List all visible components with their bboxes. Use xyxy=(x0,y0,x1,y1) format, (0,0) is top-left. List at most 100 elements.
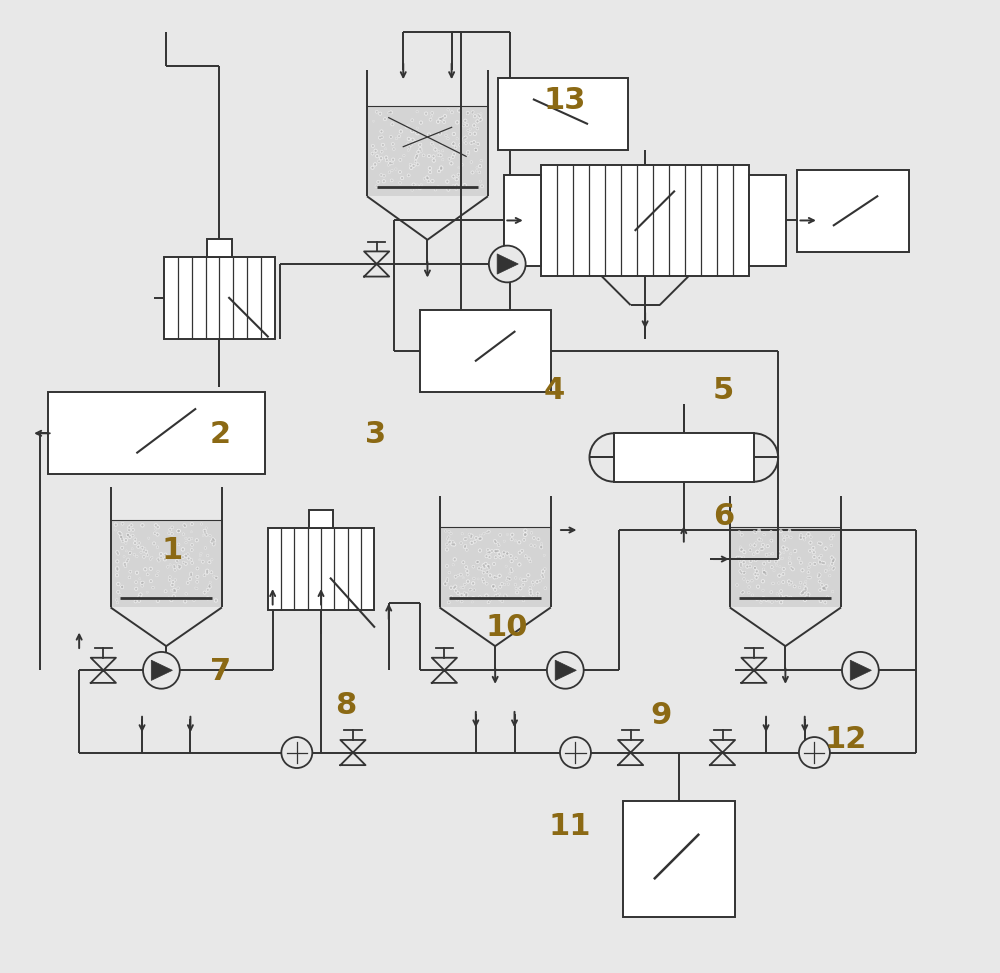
Point xyxy=(468,530,484,546)
Point xyxy=(774,551,790,566)
Point xyxy=(206,535,222,551)
Point xyxy=(469,114,485,129)
Point xyxy=(206,535,222,551)
Point xyxy=(755,573,771,589)
Point xyxy=(434,113,450,128)
Point xyxy=(512,581,528,596)
Point xyxy=(116,549,132,564)
Point xyxy=(132,587,148,602)
Point xyxy=(440,102,456,118)
Point xyxy=(392,175,408,191)
Point xyxy=(474,561,490,577)
Point xyxy=(449,115,465,130)
Point xyxy=(495,549,511,564)
Point xyxy=(376,168,392,184)
Point xyxy=(504,563,520,579)
Point xyxy=(114,540,130,556)
Point xyxy=(515,591,531,606)
Point xyxy=(797,577,813,593)
Point xyxy=(439,174,455,190)
Point xyxy=(811,535,827,551)
Point xyxy=(385,152,401,167)
Point xyxy=(781,574,797,590)
Point xyxy=(178,535,194,551)
Point xyxy=(122,546,138,561)
Point xyxy=(197,540,213,556)
Point xyxy=(763,523,779,539)
Point xyxy=(801,559,817,575)
Point xyxy=(482,550,498,565)
Point xyxy=(382,105,398,121)
Point xyxy=(153,550,169,565)
Point xyxy=(138,544,154,559)
Point xyxy=(408,180,424,196)
Point xyxy=(421,126,437,142)
Point xyxy=(729,577,745,593)
Point xyxy=(792,580,808,595)
Point xyxy=(200,582,216,597)
Point xyxy=(813,594,829,609)
Point xyxy=(499,546,515,561)
Point xyxy=(430,114,446,129)
Point xyxy=(451,160,467,175)
Point xyxy=(524,525,540,541)
Point xyxy=(153,550,169,565)
Point xyxy=(138,544,154,559)
Point xyxy=(814,555,830,570)
Point xyxy=(732,563,748,579)
Point xyxy=(523,586,539,601)
Point xyxy=(206,568,222,584)
Text: 7: 7 xyxy=(210,657,231,686)
Point xyxy=(392,152,408,167)
Point xyxy=(480,559,496,574)
Point xyxy=(734,542,750,558)
Point xyxy=(160,559,176,575)
Point xyxy=(120,527,136,543)
Point xyxy=(413,143,429,159)
Point xyxy=(796,530,812,546)
Point xyxy=(184,542,200,558)
Point xyxy=(476,526,492,542)
Point xyxy=(404,124,420,139)
Point xyxy=(795,585,811,600)
Point xyxy=(200,548,216,563)
Point xyxy=(423,108,439,124)
Point xyxy=(143,573,159,589)
Point xyxy=(497,577,513,593)
Point xyxy=(376,173,392,189)
Point xyxy=(181,551,197,566)
Point xyxy=(504,563,520,579)
Point xyxy=(125,527,141,543)
Point xyxy=(369,104,385,120)
Point xyxy=(751,523,767,538)
Point xyxy=(747,559,763,575)
Point xyxy=(811,550,827,565)
Point xyxy=(454,526,470,542)
Point xyxy=(379,153,395,168)
Text: 6: 6 xyxy=(713,502,734,531)
Polygon shape xyxy=(497,254,518,274)
Point xyxy=(170,523,186,539)
Point xyxy=(476,558,492,573)
Point xyxy=(178,530,194,546)
Point xyxy=(734,559,750,575)
Point xyxy=(372,106,388,122)
Point xyxy=(474,178,490,194)
Point xyxy=(732,539,748,555)
Point xyxy=(825,584,841,599)
Point xyxy=(171,537,187,553)
Point xyxy=(426,149,442,164)
Point xyxy=(134,540,150,556)
Point xyxy=(509,585,525,600)
Point xyxy=(198,527,214,543)
Point xyxy=(492,550,508,565)
Point xyxy=(478,588,494,603)
Point xyxy=(198,527,214,543)
Point xyxy=(166,558,182,573)
Point xyxy=(482,593,498,608)
Point xyxy=(763,585,779,600)
Point xyxy=(800,564,816,580)
Point xyxy=(134,578,150,594)
Point xyxy=(526,530,542,546)
Point xyxy=(492,550,508,565)
